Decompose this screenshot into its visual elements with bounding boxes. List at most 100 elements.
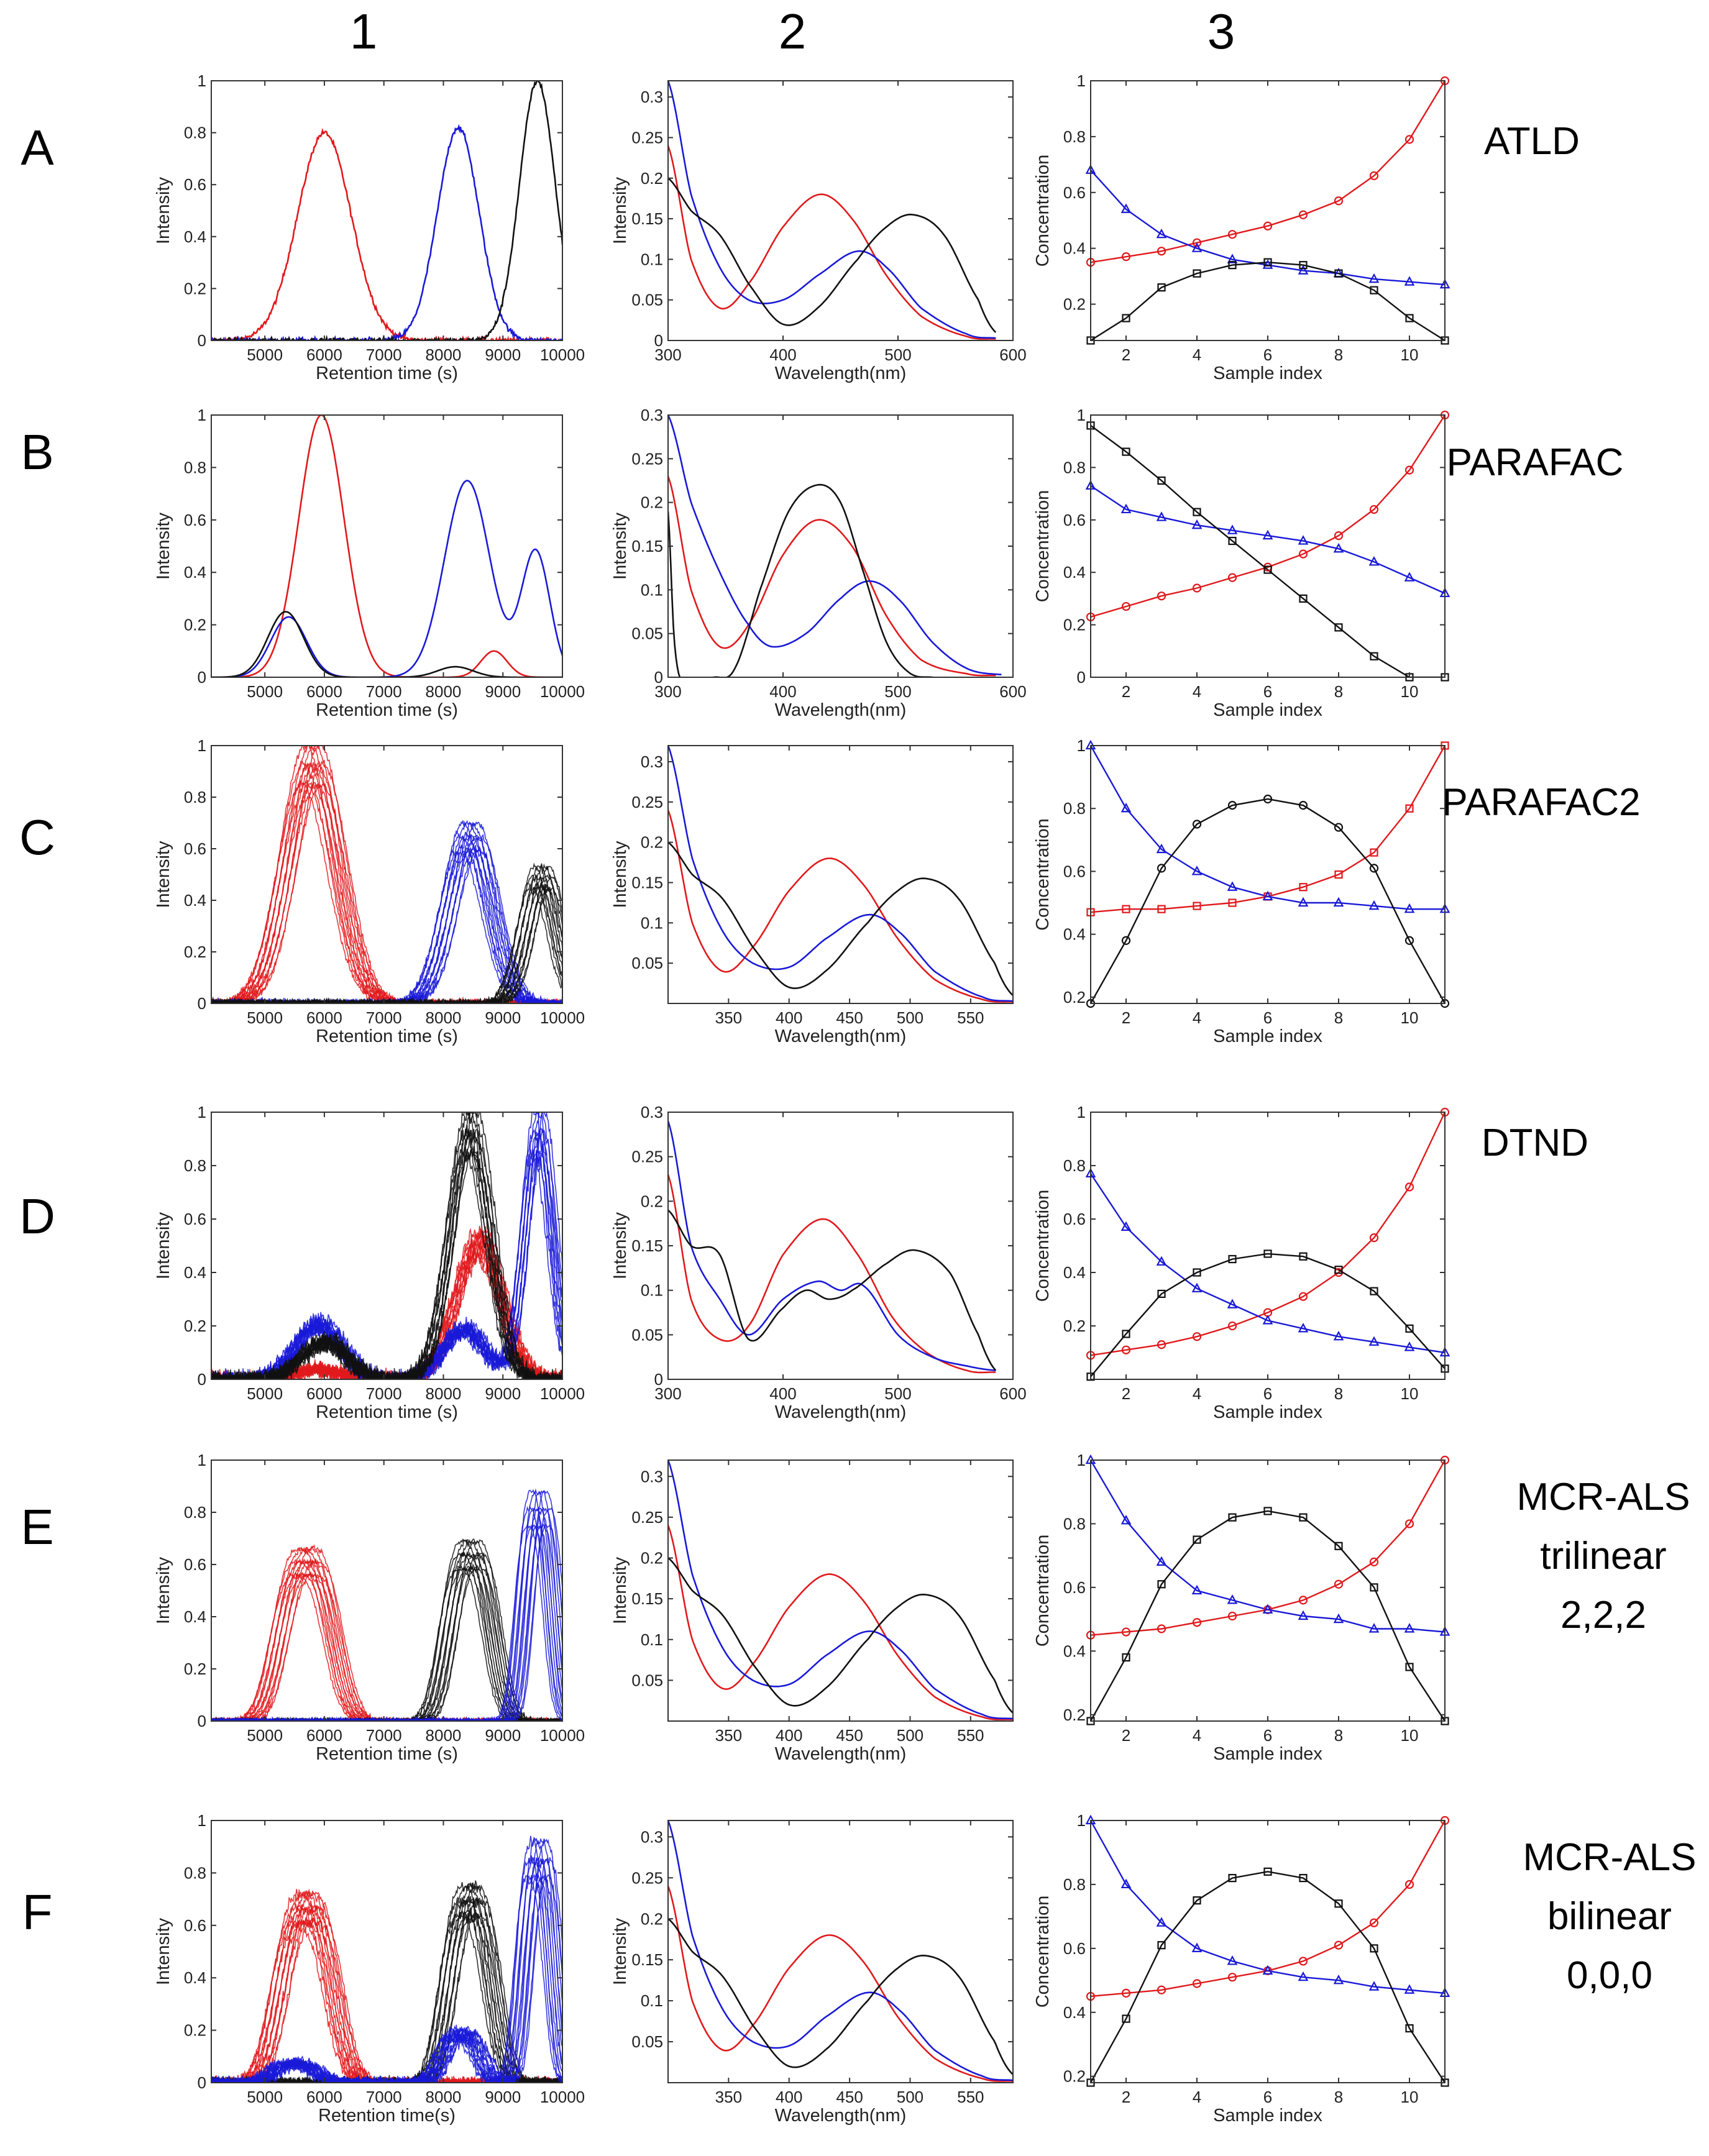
point-red-2 [1121,252,1131,262]
row-label-C: C [19,810,55,865]
series-black-line-rep12 [211,1112,562,1379]
point-red-7 [1298,1292,1308,1301]
chart-E3: 2 4 6 8 10 0.2 0.4 0.6 0.8 1 Sample index Concentra… [1033,1451,1450,1764]
point-black-3 [1157,1580,1166,1589]
method-labels: ATLD PARAFAC PARAFAC2 DTND MCR-ALS trili… [1442,120,1696,1997]
series-group [1091,1112,1445,1377]
point-black-7 [1299,594,1308,603]
y-tick-label: 0.4 [1063,1263,1086,1282]
x-tick-label: 7000 [366,345,402,364]
x-tick-label: 550 [957,1008,984,1027]
point-blue-4 [1191,242,1203,252]
point-red-10 [1404,1519,1414,1528]
point-black-4 [1193,1896,1201,1905]
x-tick-label: 10000 [540,682,585,701]
x-axis-label: Wavelength(nm) [775,2106,907,2126]
x-tick-label: 9000 [485,1008,521,1027]
y-tick-label: 0.1 [641,250,663,268]
y-tick-label: 0.8 [184,1863,206,1882]
point-black-5 [1228,1874,1237,1883]
x-tick-label: 2 [1122,682,1130,701]
point-red-4 [1192,1332,1202,1341]
series-black-line [668,177,997,333]
series-blue-line [1091,485,1445,595]
x-tick-label: 6 [1263,1726,1272,1745]
x-tick-label: 450 [836,2088,863,2106]
y-tick-label: 0.4 [1063,2003,1086,2022]
x-tick-label: 300 [654,1384,681,1403]
x-tick-label: 350 [715,2088,742,2106]
point-blue-6 [1262,890,1273,901]
point-blue-5 [1227,1955,1238,1965]
x-tick-label: 6 [1263,1008,1272,1027]
row-label-F: F [22,1884,53,1940]
point-black-5 [1228,1254,1237,1264]
point-blue-3 [1156,511,1167,521]
point-black-3 [1157,476,1166,485]
row-label-A: A [21,120,54,175]
x-tick-label: 6000 [306,1384,342,1403]
point-red-3 [1157,592,1166,601]
point-red-10 [1404,465,1414,475]
plot-frame [211,1112,563,1380]
point-black-4 [1193,508,1201,516]
x-axis-label: Sample index [1213,2106,1322,2126]
plot-frame [667,1820,1014,2083]
x-axis-label: Sample index [1213,700,1322,720]
point-red-3 [1157,247,1166,256]
y-tick-label: 0.4 [184,1607,206,1626]
y-axis-label: Concentration [1033,490,1053,603]
column-label-3: 3 [1207,4,1235,59]
y-tick-label: 0.4 [184,1968,206,1987]
point-red-3 [1157,1985,1166,1994]
point-red-9 [1370,848,1378,857]
x-tick-label: 6 [1263,682,1272,701]
y-tick-label: 0 [654,668,663,687]
point-blue-7 [1298,897,1309,907]
series-group [1091,1460,1445,1721]
row-label-D: D [19,1189,55,1244]
series-group [668,81,997,340]
point-red-8 [1334,1940,1344,1950]
point-red-5 [1227,573,1237,582]
series-red-line [1091,81,1445,263]
point-red-10 [1404,1880,1414,1889]
point-black-8 [1334,623,1343,632]
series-blue-line [668,415,1002,676]
point-red-9 [1369,1918,1379,1927]
chart-D3: 2 4 6 8 10 0.2 0.4 0.6 0.8 1 Sample index Concentra… [1033,1103,1450,1422]
x-tick-label: 9000 [485,682,521,701]
x-axis-label: Sample index [1213,1744,1322,1764]
y-tick-label: 0 [654,1370,663,1389]
point-red-3 [1157,905,1166,913]
y-tick-label: 0.2 [1063,295,1086,314]
x-tick-label: 400 [769,682,796,701]
point-black-6 [1263,258,1272,267]
series-red-line [668,476,996,677]
x-tick-label: 8 [1334,2088,1343,2106]
plot-frame [667,745,1014,1004]
x-tick-label: 8 [1334,345,1343,364]
series-blue-line-rep1 [211,844,562,1003]
y-tick-label: 0.1 [641,1281,663,1300]
y-tick-label: 0.25 [631,1508,663,1527]
point-red-8 [1334,870,1343,879]
x-tick-label: 9000 [485,1726,521,1745]
point-blue-9 [1368,556,1380,566]
series-group [211,1112,562,1379]
y-tick-label: 0.4 [1063,563,1086,582]
point-blue-8 [1333,1613,1344,1624]
series-group [668,746,1013,1003]
point-blue-4 [1191,866,1203,875]
x-tick-label: 4 [1193,1008,1201,1027]
series-black-line [668,1918,1013,2075]
y-tick-label: 1 [198,736,206,755]
x-axis-label: Wavelength(nm) [775,1744,907,1764]
y-tick-label: 1 [198,406,206,424]
x-tick-label: 7000 [366,682,402,701]
y-tick-label: 0.4 [184,227,206,246]
y-axis-label: Intensity [610,1918,630,1985]
y-tick-label: 0.2 [1063,2067,1086,2086]
point-black-6 [1263,1867,1272,1876]
series-black-line-rep11 [211,1129,562,1379]
